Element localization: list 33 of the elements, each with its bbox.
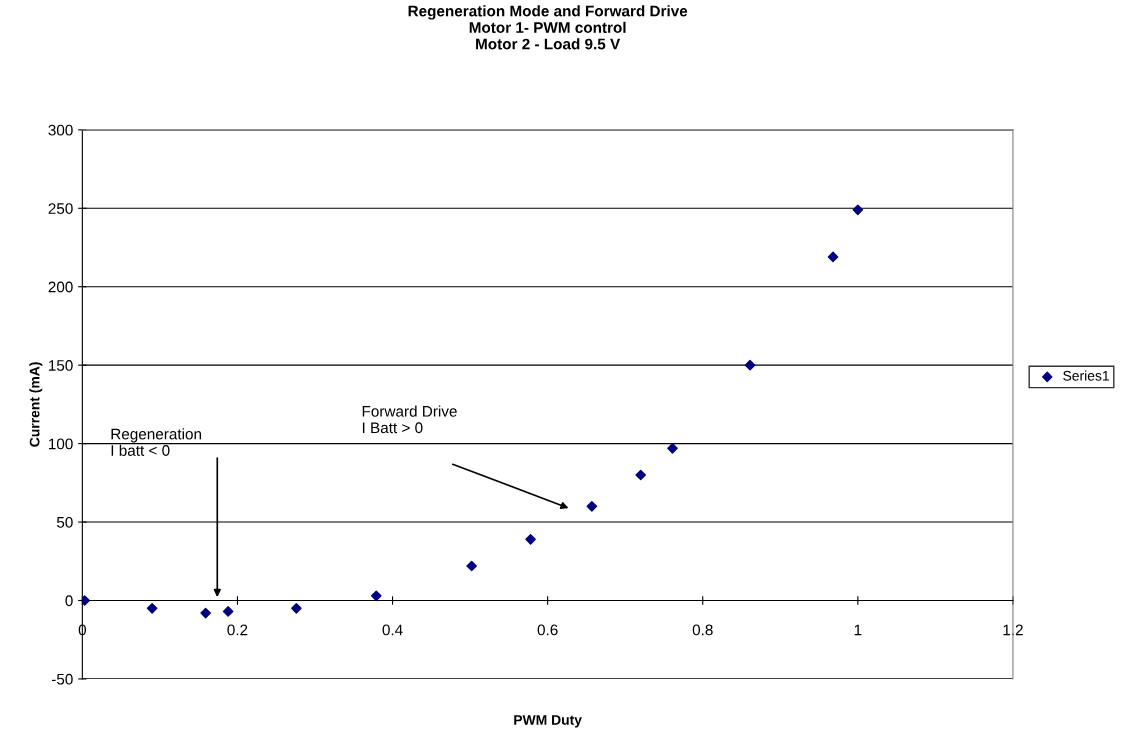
x-tick-label: 0.6 bbox=[537, 624, 558, 636]
x-tick-label: 0.4 bbox=[382, 624, 403, 636]
point bbox=[635, 469, 647, 481]
y-tick-label: 50 bbox=[56, 516, 73, 528]
annotation: Regeneration I batt < 0 bbox=[111, 428, 201, 456]
point bbox=[200, 607, 211, 619]
y-tick-label: 300 bbox=[48, 124, 73, 136]
annotation: Forward Drive I Batt > 0 bbox=[362, 405, 457, 434]
x-tick-label: 1.2 bbox=[1003, 624, 1023, 636]
point bbox=[667, 443, 678, 454]
point bbox=[852, 204, 864, 216]
point bbox=[744, 359, 756, 371]
y-tick-label: 200 bbox=[48, 281, 73, 293]
chart-title: Regeneration Mode and Forward Drive Motor 1- PWM control Motor 2 - Load 9.5 V bbox=[408, 5, 688, 50]
point bbox=[827, 251, 839, 263]
point bbox=[222, 606, 234, 617]
y-tick-label: 150 bbox=[48, 360, 73, 371]
legend-label: Series1 bbox=[1063, 370, 1109, 381]
point bbox=[146, 603, 158, 614]
point bbox=[370, 590, 382, 602]
y-tick-label: 100 bbox=[48, 438, 73, 450]
y-axis-title: Current (mA) bbox=[29, 362, 43, 447]
point bbox=[466, 560, 477, 572]
point bbox=[291, 603, 302, 614]
y-tick-label: -50 bbox=[51, 673, 73, 685]
point bbox=[586, 501, 598, 512]
x-tick-label: 0.2 bbox=[227, 624, 248, 636]
x-tick-label: 0.8 bbox=[692, 624, 713, 636]
point bbox=[525, 534, 536, 545]
x-axis-title: PWM Duty bbox=[514, 715, 582, 728]
y-tick-label: 0 bbox=[65, 595, 73, 607]
x-tick-label: 1 bbox=[854, 624, 862, 636]
y-tick-label: 250 bbox=[48, 203, 73, 214]
